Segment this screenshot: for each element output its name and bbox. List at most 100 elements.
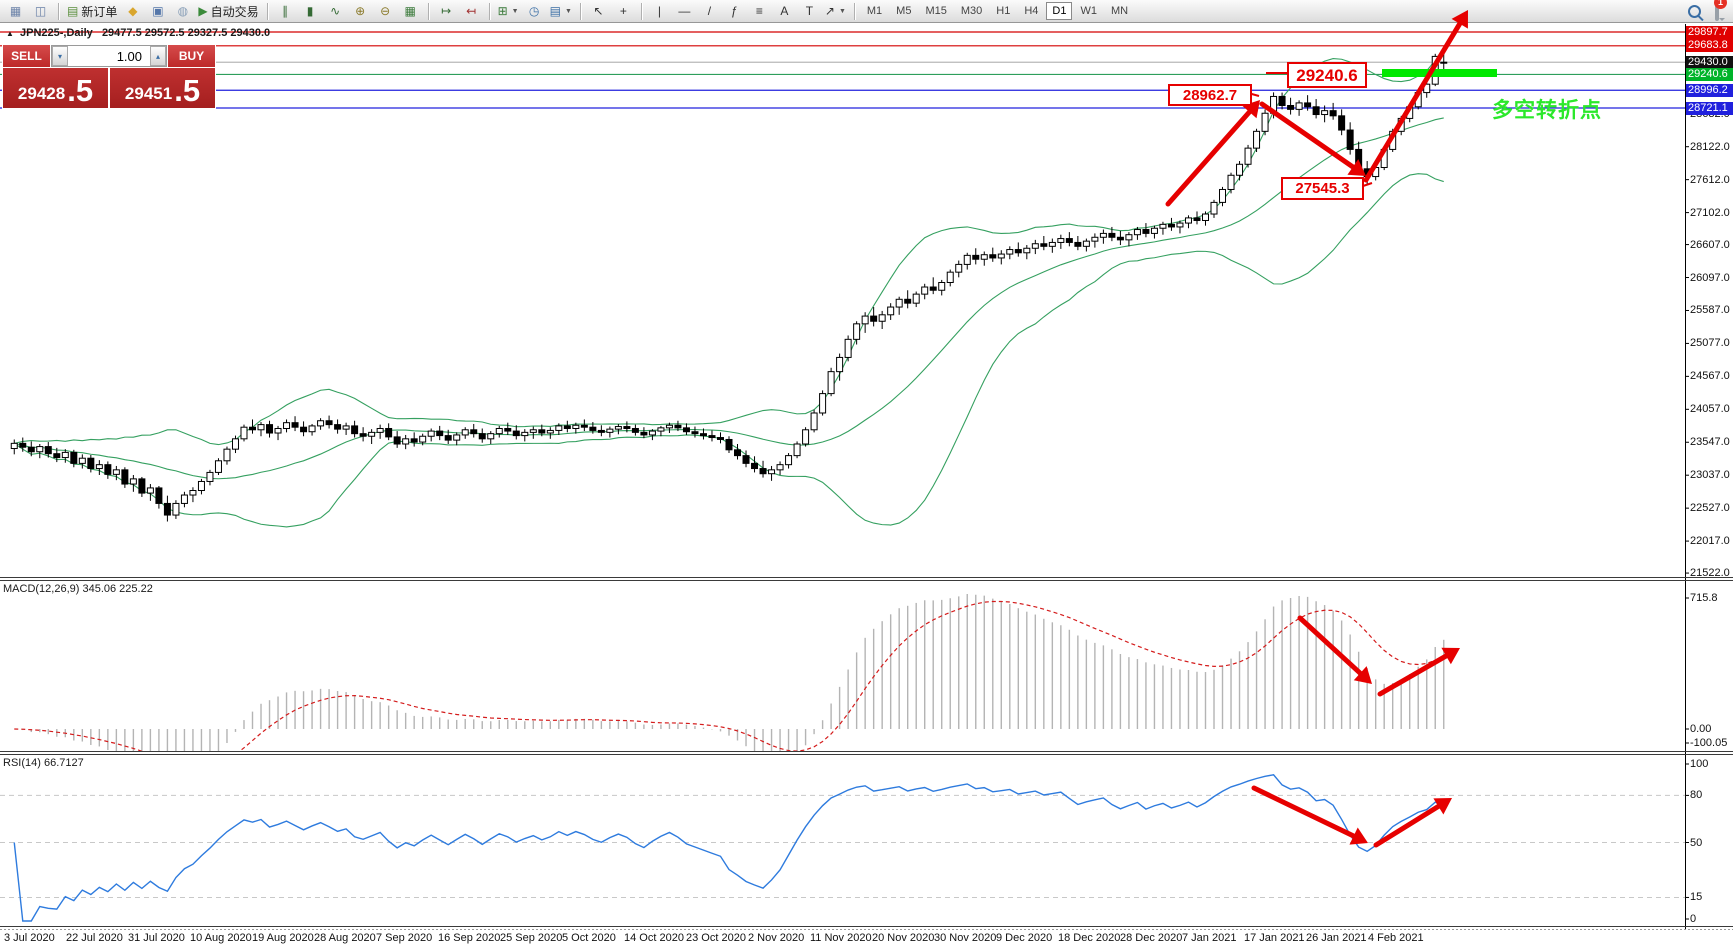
- new-chart-button[interactable]: ⊞ ▼: [496, 2, 521, 21]
- toolbar-separator: [266, 2, 268, 20]
- text-label-button[interactable]: T: [798, 2, 821, 21]
- chart-profile-icon: ◫: [34, 4, 47, 18]
- chevron-down-icon: ▼: [564, 7, 572, 15]
- time-axis[interactable]: [0, 930, 1686, 948]
- line-chart-button[interactable]: ∿: [324, 2, 347, 21]
- volume-input[interactable]: 1.00: [116, 48, 142, 64]
- new-order-button[interactable]: ▤ 新订单: [65, 2, 119, 21]
- line-chart-icon: ∿: [330, 4, 341, 18]
- new-order-icon: ▤: [67, 4, 79, 18]
- new-chart-icon: ⊞: [497, 4, 508, 18]
- toolbar-separator: [853, 2, 855, 20]
- candlestick-series: [10, 52, 1448, 522]
- zoom-in-icon: ⊕: [355, 4, 366, 18]
- zoom-in-button[interactable]: ⊕: [349, 2, 372, 21]
- sell-button[interactable]: SELL: [3, 45, 50, 67]
- buy-button[interactable]: BUY: [168, 45, 215, 67]
- timeframe-H1[interactable]: H1: [996, 5, 1011, 17]
- timeframe-D1[interactable]: D1: [1046, 2, 1073, 20]
- toolbar-right: 1: [1688, 0, 1729, 21]
- toolbar-separator: [427, 2, 429, 20]
- crosshair-icon: +: [619, 4, 627, 18]
- cursor-button[interactable]: ↖: [587, 2, 610, 21]
- toolbar-separator: [58, 2, 59, 20]
- autotrading-label: 自动交易: [210, 4, 259, 19]
- buy-price[interactable]: 29451 .5: [110, 68, 215, 108]
- toolbar-buttons: ▦ ◫ ▤ 新订单 ◆ ▣ ◍ ▶ 自动交易 ∥ ▮ ∿ ⊕ ⊖ ▦ ↦ ↤ ⊞ ▼ ◷ ▤ ▼ ↖ + | — / ƒ ≡ A T ↗ ▼ M1…: [4, 2, 1134, 21]
- clock-button[interactable]: ◷: [523, 2, 546, 21]
- horizontal-line-icon: —: [678, 4, 691, 18]
- candlestick-button[interactable]: ▮: [299, 2, 322, 21]
- fibonacci-button[interactable]: ≡: [748, 2, 771, 21]
- annotation-price-box: 29240.6: [1287, 62, 1367, 88]
- chart-shift-button[interactable]: ↤: [460, 2, 483, 21]
- tile-windows-icon: ▦: [404, 4, 416, 18]
- sell-price[interactable]: 29428 .5: [3, 68, 108, 108]
- timeframe-M30[interactable]: M30: [960, 5, 983, 17]
- chart-profile-button[interactable]: ◫: [29, 2, 52, 21]
- horizontal-line-button[interactable]: —: [673, 2, 696, 21]
- chevron-down-icon: ▼: [511, 7, 519, 15]
- windows-icon: ▦: [9, 4, 22, 18]
- trendline-button[interactable]: /: [698, 2, 721, 21]
- toolbar-separator: [488, 2, 490, 20]
- timeframe-M5[interactable]: M5: [896, 5, 912, 17]
- one-click-trading-panel: SELL ▾ 1.00 ▴ BUY 29428 .5 29451 .5: [2, 44, 216, 109]
- volume-up-button[interactable]: ▴: [150, 46, 166, 66]
- templates-icon: ▤: [549, 4, 561, 18]
- main-toolbar: ▦ ◫ ▤ 新订单 ◆ ▣ ◍ ▶ 自动交易 ∥ ▮ ∿ ⊕ ⊖ ▦ ↦ ↤ ⊞ ▼ ◷ ▤ ▼ ↖ + | — / ƒ ≡ A T ↗ ▼ M1…: [0, 0, 1733, 23]
- bar-chart-button[interactable]: ∥: [274, 2, 297, 21]
- signals-button[interactable]: ◍: [171, 2, 194, 21]
- rsi-indicator: [0, 774, 1685, 922]
- volume-down-button[interactable]: ▾: [52, 46, 68, 66]
- windows-button[interactable]: ▦: [4, 2, 27, 21]
- timeframe-M15[interactable]: M15: [925, 5, 947, 17]
- clock-icon: ◷: [528, 4, 540, 18]
- chart-shift-icon: ↤: [466, 4, 477, 18]
- channel-button[interactable]: ƒ: [723, 2, 746, 21]
- auto-scroll-button[interactable]: ↦: [435, 2, 458, 21]
- volume-box: ▾ 1.00 ▴: [51, 45, 167, 67]
- timeframe-W1[interactable]: W1: [1080, 5, 1097, 17]
- fibonacci-icon: ≡: [755, 4, 763, 18]
- text-icon: A: [780, 4, 789, 18]
- zoom-out-icon: ⊖: [380, 4, 391, 18]
- annotation-price-box: 27545.3: [1281, 177, 1364, 200]
- cursor-icon: ↖: [593, 4, 604, 18]
- price-axis[interactable]: [1686, 24, 1733, 929]
- new-order-label: 新订单: [81, 4, 118, 19]
- channel-icon: ƒ: [731, 4, 738, 18]
- candlestick-icon: ▮: [306, 4, 314, 18]
- annotation-price-box: 28962.7: [1168, 84, 1252, 106]
- tile-windows-button[interactable]: ▦: [399, 2, 422, 21]
- annotation-cn-text: 多空转折点: [1492, 99, 1602, 122]
- autotrading-button[interactable]: ▶ 自动交易: [196, 2, 260, 21]
- chat-bubble-icon: [1715, 0, 1719, 21]
- metaeditor-icon: ◆: [128, 4, 138, 18]
- notification-badge: 1: [1714, 0, 1727, 9]
- terminal-icon: ▣: [152, 4, 164, 18]
- search-icon[interactable]: [1688, 4, 1701, 18]
- autotrading-icon: ▶: [198, 4, 208, 18]
- vertical-line-button[interactable]: |: [648, 2, 671, 21]
- trendline-icon: /: [707, 4, 712, 18]
- crosshair-button[interactable]: +: [612, 2, 635, 21]
- terminal-button[interactable]: ▣: [146, 2, 169, 21]
- arrows-button[interactable]: ↗ ▼: [823, 2, 848, 21]
- timeframe-M1[interactable]: M1: [866, 5, 883, 17]
- notifications-button[interactable]: 1: [1714, 0, 1727, 21]
- toolbar-separator: [579, 2, 581, 20]
- text-button[interactable]: A: [773, 2, 796, 21]
- signals-icon: ◍: [177, 4, 189, 18]
- templates-button[interactable]: ▤ ▼: [548, 2, 574, 21]
- timeframe-H4[interactable]: H4: [1024, 5, 1039, 17]
- auto-scroll-icon: ↦: [441, 4, 452, 18]
- chevron-down-icon: ▼: [838, 7, 846, 15]
- timeframe-MN[interactable]: MN: [1110, 5, 1129, 17]
- arrows-icon: ↗: [824, 4, 835, 18]
- zoom-out-button[interactable]: ⊖: [374, 2, 397, 21]
- metaeditor-button[interactable]: ◆: [121, 2, 144, 21]
- toolbar-separator: [640, 2, 642, 20]
